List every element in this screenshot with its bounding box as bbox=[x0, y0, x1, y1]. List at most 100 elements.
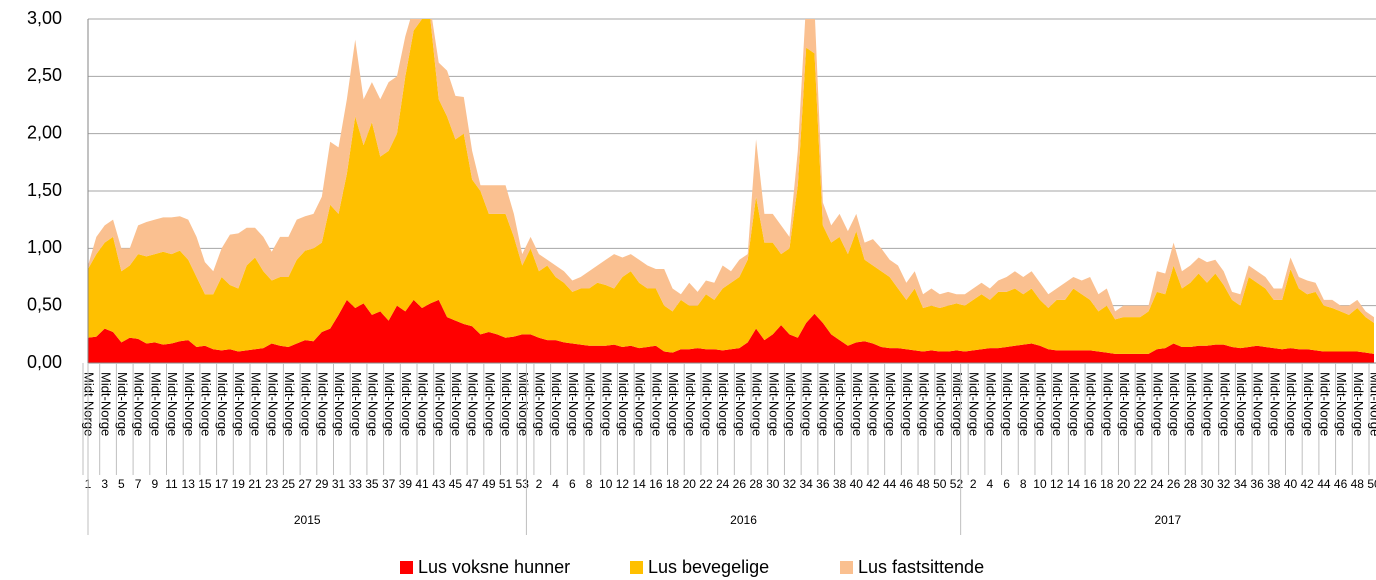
x-tick-label: 8 bbox=[1020, 477, 1027, 491]
region-label: Midt-Norge bbox=[399, 372, 414, 436]
region-label: Midt-Norge bbox=[900, 372, 915, 436]
x-tick-label: 30 bbox=[766, 477, 780, 491]
x-tick-label: 52 bbox=[950, 477, 964, 491]
x-tick-label: 51 bbox=[499, 477, 513, 491]
region-label: Midt-Norge bbox=[382, 372, 397, 436]
region-label: Midt-Norge bbox=[1067, 372, 1082, 436]
x-tick-label: 26 bbox=[733, 477, 747, 491]
x-tick-label: 29 bbox=[315, 477, 329, 491]
region-label: Midt-Norge bbox=[82, 372, 97, 436]
x-tick-label: 24 bbox=[716, 477, 730, 491]
region-label: Midt-Norge bbox=[1301, 372, 1316, 436]
area bbox=[88, 19, 1374, 323]
region-label: Midt-Norge bbox=[549, 372, 564, 436]
x-tick-label: 16 bbox=[1083, 477, 1097, 491]
region-label: Midt-Norge bbox=[299, 372, 314, 436]
region-label: Midt-Norge bbox=[499, 372, 514, 436]
x-tick-label: 20 bbox=[1117, 477, 1131, 491]
x-tick-label: 46 bbox=[900, 477, 914, 491]
x-tick-label: 36 bbox=[1250, 477, 1264, 491]
region-label: Midt-Norge bbox=[532, 372, 547, 436]
region-label: Midt-Norge bbox=[1234, 372, 1249, 436]
region-label: Midt-Norge bbox=[432, 372, 447, 436]
region-label: Midt-Norge bbox=[833, 372, 848, 436]
x-tick-label: 40 bbox=[850, 477, 864, 491]
region-label: Midt-Norge bbox=[1334, 372, 1349, 436]
region-label: Midt-Norge bbox=[466, 372, 481, 436]
region-label: Midt-Norge bbox=[583, 372, 598, 436]
x-tick-label: 46 bbox=[1334, 477, 1348, 491]
x-tick-label: 53 bbox=[516, 477, 530, 491]
region-label: Midt-Norge bbox=[332, 372, 347, 436]
x-tick-label: 12 bbox=[1050, 477, 1064, 491]
x-tick-label: 45 bbox=[449, 477, 463, 491]
x-tick-label: 32 bbox=[783, 477, 797, 491]
x-tick-label: 43 bbox=[432, 477, 446, 491]
group-label: 2015 bbox=[294, 513, 321, 527]
region-label: Midt-Norge bbox=[1017, 372, 1032, 436]
region-label: Midt-Norge bbox=[1184, 372, 1199, 436]
region-label: Midt-Norge bbox=[1167, 372, 1182, 436]
region-label: Midt-Norge bbox=[616, 372, 631, 436]
y-tick-label: 0,50 bbox=[27, 294, 62, 314]
region-label: Midt-Norge bbox=[1000, 372, 1015, 436]
region-label: Midt-Norge bbox=[365, 372, 380, 436]
region-label: Midt-Norge bbox=[867, 372, 882, 436]
x-tick-label: 40 bbox=[1284, 477, 1298, 491]
x-tick-label: 12 bbox=[616, 477, 630, 491]
x-tick-label: 23 bbox=[265, 477, 279, 491]
x-tick-label: 8 bbox=[586, 477, 593, 491]
x-tick-label: 15 bbox=[198, 477, 212, 491]
region-label: Midt-Norge bbox=[967, 372, 982, 436]
x-tick-label: 2 bbox=[970, 477, 977, 491]
region-label: Midt-Norge bbox=[950, 372, 965, 436]
region-label: Midt-Norge bbox=[1267, 372, 1282, 436]
region-label: Midt-Norge bbox=[1251, 372, 1266, 436]
x-tick-label: 18 bbox=[1100, 477, 1114, 491]
x-tick-label: 18 bbox=[666, 477, 680, 491]
x-tick-label: 36 bbox=[816, 477, 830, 491]
region-label: Midt-Norge bbox=[649, 372, 664, 436]
legend-label: Lus bevegelige bbox=[648, 557, 769, 577]
x-tick-label: 48 bbox=[916, 477, 930, 491]
x-tick-label: 37 bbox=[382, 477, 396, 491]
x-tick-label: 38 bbox=[833, 477, 847, 491]
x-tick-label: 4 bbox=[552, 477, 559, 491]
x-tick-label: 32 bbox=[1217, 477, 1231, 491]
x-tick-label: 19 bbox=[232, 477, 246, 491]
x-tick-label: 11 bbox=[165, 477, 178, 491]
region-label: Midt-Norge bbox=[750, 372, 765, 436]
region-label: Midt-Norge bbox=[148, 372, 163, 436]
region-label: Midt-Norge bbox=[700, 372, 715, 436]
x-tick-label: 22 bbox=[1134, 477, 1148, 491]
region-label: Midt-Norge bbox=[1201, 372, 1216, 436]
region-label: Midt-Norge bbox=[165, 372, 180, 436]
region-label: Midt-Norge bbox=[633, 372, 648, 436]
region-label: Midt-Norge bbox=[983, 372, 998, 436]
region-label: Midt-Norge bbox=[215, 372, 230, 436]
region-label: Midt-Norge bbox=[1117, 372, 1132, 436]
region-label: Midt-Norge bbox=[599, 372, 614, 436]
region-label: Midt-Norge bbox=[282, 372, 297, 436]
x-tick-label: 48 bbox=[1351, 477, 1365, 491]
x-tick-label: 39 bbox=[399, 477, 413, 491]
x-tick-label: 2 bbox=[536, 477, 543, 491]
region-label: Midt-Norge bbox=[566, 372, 581, 436]
x-tick-label: 50 bbox=[933, 477, 947, 491]
x-tick-label: 7 bbox=[135, 477, 142, 491]
y-tick-label: 3,00 bbox=[27, 8, 62, 28]
region-label: Midt-Norge bbox=[1217, 372, 1232, 436]
y-tick-label: 2,50 bbox=[27, 65, 62, 85]
region-label: Midt-Norge bbox=[733, 372, 748, 436]
x-tick-label: 6 bbox=[569, 477, 576, 491]
region-label: Midt-Norge bbox=[132, 372, 147, 436]
x-tick-label: 20 bbox=[683, 477, 697, 491]
x-tick-label: 4 bbox=[987, 477, 994, 491]
x-tick-label: 10 bbox=[1033, 477, 1047, 491]
region-label: Midt-Norge bbox=[349, 372, 364, 436]
region-label: Midt-Norge bbox=[232, 372, 247, 436]
x-tick-label: 22 bbox=[699, 477, 713, 491]
x-tick-label: 41 bbox=[415, 477, 429, 491]
region-label: Midt-Norge bbox=[516, 372, 531, 436]
